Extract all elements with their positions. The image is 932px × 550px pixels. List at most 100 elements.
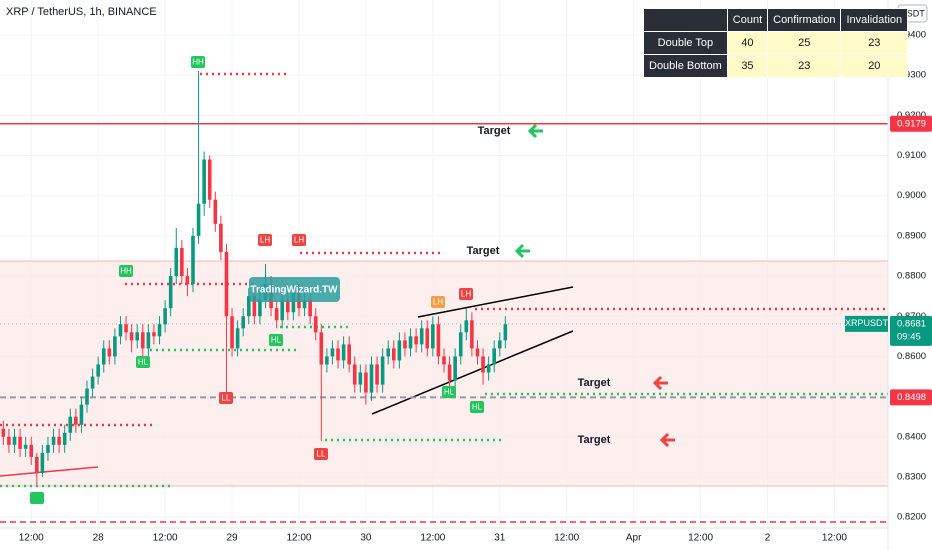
pattern-label: HL <box>472 403 483 412</box>
candle-body <box>464 320 469 333</box>
candle-body <box>302 300 307 309</box>
candle-body <box>157 324 162 337</box>
candle-body <box>7 436 11 445</box>
candle-body <box>391 348 396 361</box>
x-tick-label: 12:00 <box>688 533 713 544</box>
candle-body <box>313 316 318 333</box>
stats-table: Count Confirmation Invalidation Double Top… <box>643 8 909 78</box>
y-tick-label: 0.8900 <box>897 230 926 241</box>
y-tick-label: 0.9300 <box>897 70 926 81</box>
candle-body <box>497 340 502 349</box>
target-label: Target <box>578 377 611 389</box>
candle-body <box>280 300 285 321</box>
candle-body <box>12 436 17 445</box>
candle-body <box>152 332 156 337</box>
candle-body <box>470 320 474 349</box>
x-tick-label: 12:00 <box>420 533 445 544</box>
target-arrow <box>652 375 668 391</box>
candle-body <box>191 235 195 285</box>
candle-body <box>352 364 357 385</box>
pattern-label: HH <box>192 58 204 67</box>
candle-body <box>475 348 480 357</box>
candle-body <box>481 356 485 373</box>
price-label: 0.8498 <box>897 392 926 403</box>
symbol-box <box>845 315 888 332</box>
x-tick-label: Apr <box>626 533 642 544</box>
y-tick-label: 0.8600 <box>897 351 926 362</box>
trend-line <box>417 286 574 318</box>
candle-body <box>46 444 50 453</box>
price-label: 0.9179 <box>897 118 926 129</box>
pattern-label: LH <box>260 236 270 245</box>
symbol-title: XRP / TetherUS, 1h, BINANCE <box>6 6 157 18</box>
candle-body <box>135 332 140 341</box>
pattern-label: LH <box>433 298 443 307</box>
candle-body <box>503 324 508 341</box>
col-header: Confirmation <box>767 8 842 32</box>
x-tick-label: 2 <box>765 533 771 544</box>
candle-body <box>447 364 452 381</box>
candle-body <box>57 436 61 445</box>
candle-body <box>386 348 391 357</box>
y-tick-label: 0.8300 <box>897 471 926 482</box>
candle-body <box>23 444 28 449</box>
y-tick-label: 0.8200 <box>897 512 926 523</box>
pattern-marker <box>219 392 233 404</box>
last-price-box <box>890 315 932 346</box>
watermark: TradingWizard.TW <box>250 285 338 296</box>
target-label: Target <box>578 434 611 446</box>
pattern-marker <box>442 386 456 398</box>
candle-body <box>403 340 407 349</box>
candle-body <box>219 223 223 252</box>
candle-body <box>330 348 335 357</box>
candle-body <box>18 436 22 449</box>
y-tick-label: 0.9100 <box>897 150 926 161</box>
candle-body <box>414 336 418 345</box>
pattern-label: HL <box>271 336 282 345</box>
y-tick-label: 0.9000 <box>897 190 926 201</box>
candle-body <box>118 324 123 337</box>
target-arrow <box>527 123 543 139</box>
candle-body <box>90 376 95 389</box>
candle-body <box>101 348 106 365</box>
candle-body <box>319 332 324 365</box>
candle-body <box>252 296 257 317</box>
candle-body <box>442 356 446 365</box>
candle-body <box>241 316 245 329</box>
corner <box>643 8 728 32</box>
candle-body <box>62 432 67 445</box>
pattern-label: LH <box>294 236 304 245</box>
cell: 40 <box>726 31 769 55</box>
y-tick-label: 0.9200 <box>897 110 926 121</box>
axis-bg <box>0 528 888 550</box>
candle-body <box>35 456 39 473</box>
candle-body <box>369 364 374 393</box>
candle-body <box>140 332 145 349</box>
pattern-label: LL <box>317 450 326 459</box>
candle-body <box>107 348 112 357</box>
pattern-marker <box>191 56 205 68</box>
symbol-label: XRPUSDT <box>845 318 889 328</box>
candle-body <box>375 364 379 385</box>
candle-body <box>224 251 229 317</box>
candle-body <box>202 159 206 204</box>
candle-body <box>364 372 368 393</box>
candle-body <box>163 308 167 325</box>
candle-body <box>325 356 329 365</box>
pattern-marker <box>459 288 473 300</box>
trend-line <box>0 466 99 477</box>
cell: 35 <box>726 54 769 78</box>
candle-body <box>168 276 173 309</box>
col-header: Invalidation <box>840 8 909 32</box>
candle-body <box>436 324 441 357</box>
candle-body <box>51 436 56 445</box>
candle-body <box>397 340 402 361</box>
candle-body <box>96 364 100 377</box>
pattern-marker <box>269 334 283 346</box>
candle-body <box>380 356 385 385</box>
candle-body <box>246 296 251 317</box>
cell: 20 <box>840 54 909 78</box>
zone <box>0 261 888 486</box>
target-arrow <box>659 432 675 448</box>
